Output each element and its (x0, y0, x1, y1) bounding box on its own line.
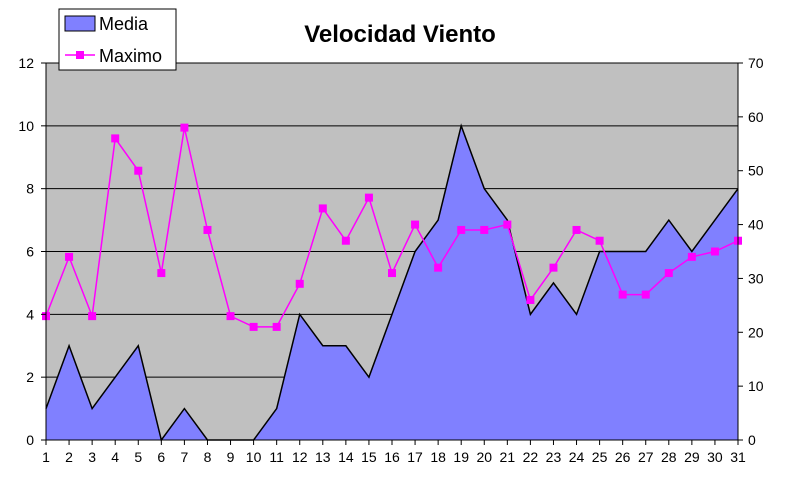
y-left-tick-label: 8 (26, 181, 34, 197)
y-right-tick-label: 70 (748, 55, 764, 71)
x-tick-label: 27 (638, 449, 654, 465)
maximo-marker-14 (341, 236, 350, 245)
maximo-marker-30 (710, 247, 719, 256)
x-tick-label: 8 (204, 449, 212, 465)
x-tick-label: 16 (384, 449, 400, 465)
x-tick-label: 9 (227, 449, 235, 465)
x-tick-label: 15 (361, 449, 377, 465)
maximo-marker-10 (249, 322, 258, 331)
x-tick-label: 25 (592, 449, 608, 465)
maximo-marker-17 (411, 220, 420, 229)
maximo-marker-2 (65, 252, 74, 261)
y-right-tick-label: 10 (748, 378, 764, 394)
maximo-marker-22 (526, 295, 535, 304)
x-tick-label: 22 (523, 449, 539, 465)
x-tick-label: 10 (246, 449, 262, 465)
maximo-marker-3 (88, 312, 97, 321)
x-tick-label: 18 (430, 449, 446, 465)
maximo-marker-26 (618, 290, 627, 299)
maximo-marker-12 (295, 279, 304, 288)
x-tick-label: 26 (615, 449, 631, 465)
x-tick-label: 31 (730, 449, 746, 465)
x-tick-label: 30 (707, 449, 723, 465)
chart-title: Velocidad Viento (304, 21, 496, 48)
x-tick-label: 21 (500, 449, 516, 465)
x-tick-label: 4 (111, 449, 119, 465)
maximo-marker-13 (318, 204, 327, 213)
maximo-marker-24 (572, 225, 581, 234)
y-right-tick-label: 0 (748, 432, 756, 448)
y-left-tick-label: 4 (26, 306, 34, 322)
legend-marker-maximo (76, 51, 84, 59)
y-right-tick-label: 20 (748, 324, 764, 340)
maximo-marker-28 (664, 269, 673, 278)
legend-swatch-media (64, 15, 96, 32)
x-tick-label: 20 (476, 449, 492, 465)
maximo-marker-5 (134, 166, 143, 175)
x-tick-label: 19 (453, 449, 469, 465)
maximo-marker-20 (480, 225, 489, 234)
y-right-tick-label: 40 (748, 217, 764, 233)
x-tick-label: 23 (546, 449, 562, 465)
x-tick-label: 11 (269, 449, 284, 465)
x-tick-label: 28 (661, 449, 677, 465)
maximo-marker-23 (549, 263, 558, 272)
y-right-tick-label: 60 (748, 109, 764, 125)
x-tick-label: 12 (292, 449, 308, 465)
x-tick-label: 2 (65, 449, 73, 465)
maximo-marker-6 (157, 269, 166, 278)
x-tick-label: 13 (315, 449, 331, 465)
legend-label-media: Media (99, 14, 149, 34)
y-left-tick-label: 2 (26, 369, 34, 385)
y-left-tick-label: 12 (18, 55, 34, 71)
maximo-marker-15 (364, 193, 373, 202)
maximo-marker-8 (203, 225, 212, 234)
plot-area (42, 62, 742, 442)
y-left-tick-label: 6 (26, 244, 34, 260)
x-tick-label: 6 (157, 449, 165, 465)
x-tick-label: 7 (181, 449, 189, 465)
x-tick-label: 3 (88, 449, 96, 465)
series-media-area (46, 125, 738, 440)
maximo-marker-4 (111, 134, 120, 143)
y-left-tick-label: 10 (18, 118, 34, 134)
x-tick-label: 14 (338, 449, 354, 465)
x-tick-label: 24 (569, 449, 585, 465)
x-tick-label: 17 (407, 449, 423, 465)
maximo-marker-16 (388, 269, 396, 278)
legend: Media Maximo (58, 8, 177, 71)
legend-label-maximo: Maximo (99, 46, 162, 66)
maximo-marker-11 (272, 322, 281, 331)
y-left-tick-label: 0 (26, 432, 34, 448)
y-right-tick-label: 50 (748, 163, 764, 179)
maximo-marker-25 (595, 236, 604, 245)
x-tick-label: 1 (42, 449, 50, 465)
maximo-marker-7 (180, 123, 189, 132)
x-tick-label: 29 (684, 449, 700, 465)
maximo-marker-19 (457, 225, 466, 234)
maximo-marker-27 (641, 290, 650, 299)
maximo-marker-21 (503, 220, 512, 229)
x-tick-label: 5 (134, 449, 142, 465)
y-right-tick-label: 30 (748, 270, 764, 286)
maximo-marker-9 (226, 312, 235, 321)
maximo-marker-29 (687, 252, 696, 261)
maximo-marker-18 (434, 263, 443, 272)
